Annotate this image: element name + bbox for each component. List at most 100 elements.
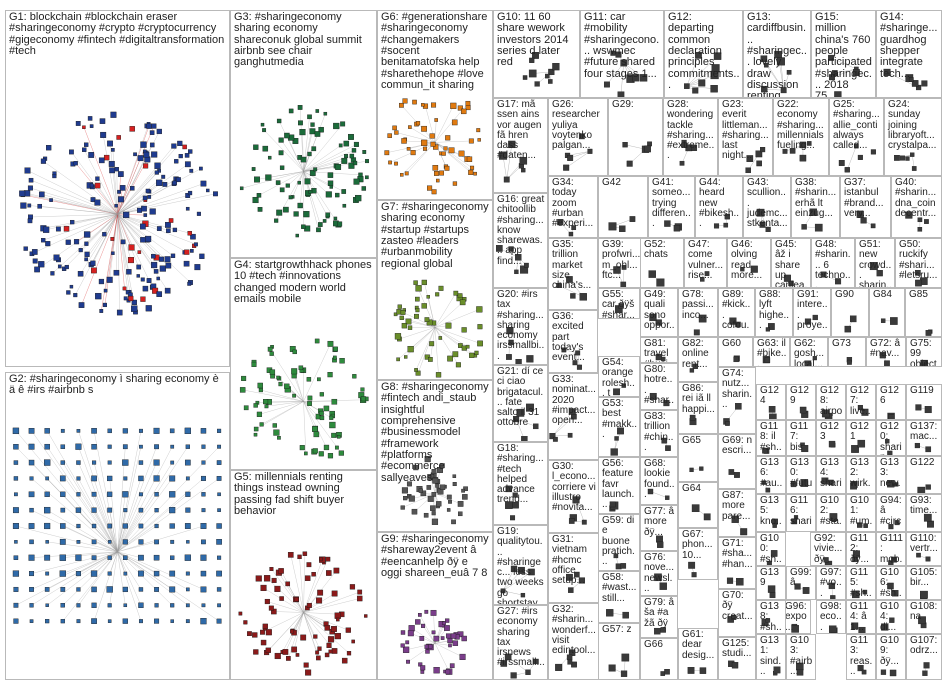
node: [639, 74, 648, 82]
node: [147, 195, 152, 199]
node: [691, 572, 697, 578]
node: [151, 253, 156, 259]
node: [294, 596, 299, 602]
node: [699, 466, 704, 471]
node: [12, 427, 20, 435]
node: [45, 571, 50, 576]
node: [899, 155, 905, 161]
node: [916, 552, 921, 558]
node: [201, 603, 206, 608]
node: [572, 360, 578, 366]
node: [883, 68, 891, 76]
node: [130, 186, 135, 191]
group-panel-g98: G98: eco...: [816, 600, 846, 634]
node: [780, 87, 787, 94]
group-network-g44: [713, 214, 730, 229]
node: [420, 490, 427, 497]
node: [422, 146, 428, 151]
node: [444, 625, 450, 631]
node: [279, 187, 285, 193]
group-panel-g124: G124: [756, 384, 786, 420]
node: [549, 433, 556, 440]
group-network-g25: [838, 143, 876, 173]
node: [835, 278, 842, 285]
node: [726, 577, 734, 584]
node: [769, 413, 777, 419]
node: [552, 436, 558, 442]
node: [711, 64, 720, 73]
node: [451, 119, 458, 126]
node: [200, 523, 207, 529]
node: [783, 274, 791, 282]
node: [733, 356, 739, 363]
node: [82, 147, 87, 152]
group-panel-g73: G73: [828, 337, 866, 367]
node: [415, 121, 421, 126]
group-panel-g7: G7: #sharingeconomy sharing economy #sta…: [377, 200, 493, 380]
node: [196, 211, 201, 216]
group-network-g1: [19, 111, 218, 316]
node: [305, 669, 312, 676]
node: [462, 494, 468, 500]
group-network-g77: [656, 535, 664, 548]
group-network-g13: [760, 50, 792, 94]
node: [789, 148, 796, 154]
node: [349, 584, 356, 590]
node: [791, 518, 798, 525]
node: [325, 556, 331, 562]
node: [348, 133, 354, 140]
node: [400, 643, 405, 648]
node: [185, 571, 190, 576]
node: [138, 428, 143, 433]
group-panel-g57: G57: z: [598, 623, 640, 680]
group-network-g32: [555, 649, 577, 671]
group-network-g33: [549, 408, 577, 442]
group-network-g107: [922, 662, 930, 676]
node: [500, 660, 508, 667]
node: [298, 365, 304, 371]
node: [184, 427, 191, 435]
node: [216, 523, 222, 529]
node: [340, 121, 346, 127]
node: [579, 293, 587, 301]
node: [149, 208, 156, 215]
node: [421, 125, 427, 132]
node: [90, 570, 98, 577]
node: [169, 507, 176, 514]
node: [216, 476, 222, 481]
node: [448, 643, 452, 648]
node: [182, 144, 187, 150]
group-network-g94: [888, 520, 900, 530]
node: [746, 155, 754, 162]
node: [326, 642, 332, 648]
node: [75, 443, 82, 450]
node: [114, 203, 118, 208]
node: [508, 140, 516, 149]
group-network-g51: [869, 262, 883, 277]
node: [470, 165, 475, 170]
node: [452, 351, 459, 358]
node: [405, 318, 412, 325]
node: [445, 322, 452, 329]
group-network-g134: [821, 477, 834, 486]
node: [925, 446, 932, 453]
node: [138, 570, 144, 577]
node: [13, 460, 19, 465]
node: [698, 79, 706, 87]
group-network-g109: [880, 669, 897, 677]
node: [918, 616, 926, 625]
node: [552, 63, 560, 71]
node: [430, 505, 436, 511]
node: [469, 352, 475, 358]
node: [692, 363, 698, 369]
node: [352, 374, 357, 379]
node: [149, 130, 155, 135]
node: [357, 589, 363, 595]
node: [860, 217, 867, 224]
node: [402, 646, 410, 653]
node: [821, 477, 829, 485]
node: [834, 91, 842, 97]
node: [84, 251, 90, 257]
node: [823, 557, 829, 563]
node: [153, 570, 160, 577]
